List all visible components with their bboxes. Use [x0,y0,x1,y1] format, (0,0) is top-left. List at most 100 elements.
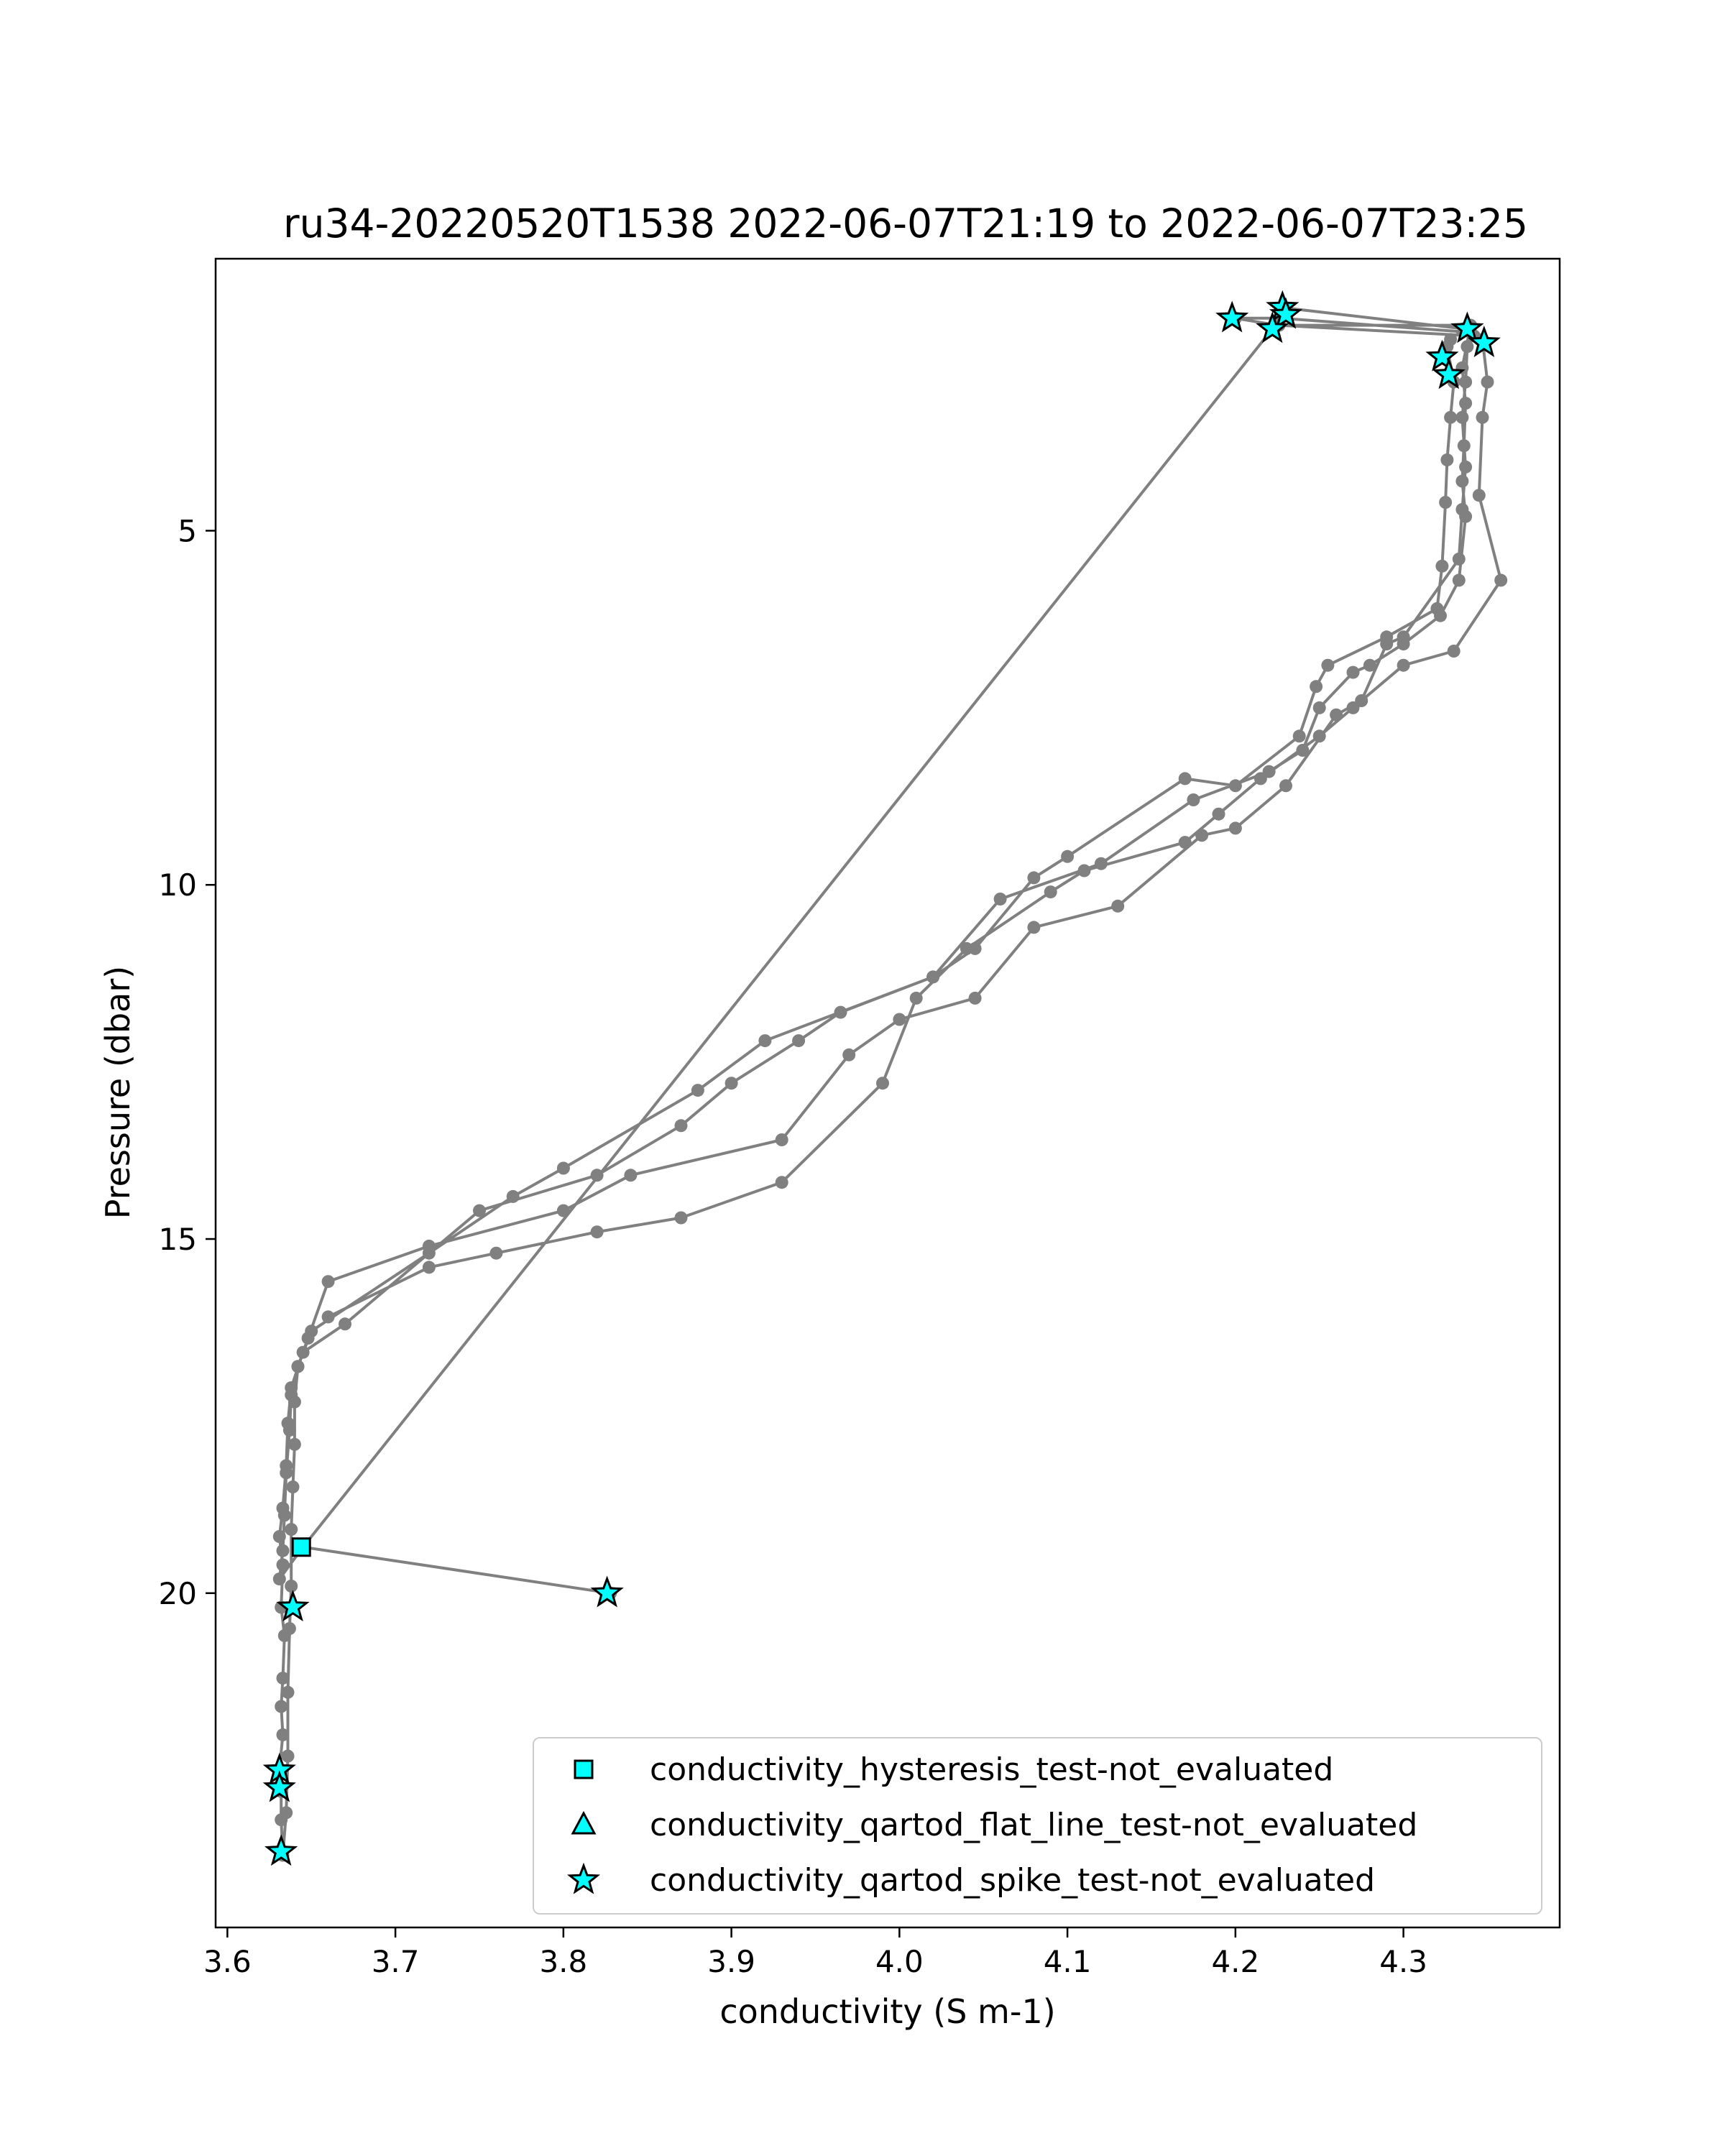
profile-point [834,1005,847,1019]
profile-point [556,1204,570,1217]
profile-point [280,1466,293,1480]
y-tick-label: 15 [159,1222,197,1257]
profile-point [272,1572,286,1586]
profile-point [276,1728,290,1741]
spike-flag-marker [262,1770,296,1802]
spike-flag-marker [1215,300,1249,333]
profile-point [286,1480,300,1493]
profile-point [968,991,982,1005]
legend-label: conductivity_qartod_spike_test-not_evalu… [650,1862,1375,1899]
profile-point [1481,375,1494,389]
profile-point [285,1388,298,1401]
y-tick-label: 5 [178,513,197,548]
x-tick-label: 4.2 [1211,1944,1259,1979]
chart-title: ru34-20220520T1538 2022-06-07T21:19 to 2… [283,201,1528,247]
profile-point [1452,573,1466,587]
profile-point [1459,375,1473,389]
profile-point [277,1508,291,1522]
profile-point [281,1749,295,1763]
y-tick-label: 10 [159,867,197,903]
legend-label: conductivity_qartod_flat_line_test-not_e… [650,1807,1417,1843]
profile-point [876,1077,889,1090]
profile-point [1178,772,1192,786]
profile-point [1476,410,1489,424]
profile-point [285,1523,298,1537]
profile-point [1330,708,1343,722]
profile-point [1346,665,1360,679]
spike-flag-marker [590,1575,624,1608]
y-axis-label: Pressure (dbar) [98,966,137,1219]
legend-box [533,1737,1542,1915]
profile-point [1292,729,1306,743]
hysteresis-flag-marker [291,1537,311,1557]
profile-point [1228,821,1242,835]
legend: conductivity_hysteresis_test-not_evaluat… [533,1737,1542,1915]
profile-point [1296,744,1310,757]
profile-point [1310,680,1323,694]
profile-point [1363,658,1376,672]
profile-point [272,1530,286,1543]
profile-point [1187,793,1200,806]
x-axis: 3.6 3.7 3.8 3.9 4.0 4.1 4.2 4.3 [203,1927,1427,1979]
spike-flag-marker [1467,325,1501,357]
profile-point [1397,658,1410,672]
profile-point [1460,340,1474,354]
profile-point [1455,474,1469,488]
x-tick-label: 3.9 [707,1944,755,1979]
spike-flag-marker [264,1834,298,1866]
profile-point [556,1161,570,1175]
profile-point [842,1048,856,1061]
profile-point [1346,701,1360,714]
profile-point [276,1544,290,1557]
profile-point [674,1211,688,1225]
legend-star-icon [566,1862,601,1894]
profile-point [1094,857,1108,870]
profile-point [275,1700,288,1713]
x-axis-label: conductivity (S m-1) [719,1992,1055,2031]
profile-point [1027,871,1041,885]
profile-point [1178,836,1192,849]
profile-point [758,1034,772,1048]
profile-point [1459,397,1473,410]
spike-flag-marker [1256,311,1289,344]
spike-flag-marker [276,1590,310,1622]
profile-point [291,1360,305,1373]
profile-point [506,1189,520,1203]
profile-point [1111,899,1125,913]
profile-point [1397,637,1410,651]
profile-point [1321,658,1335,672]
profile-point [285,1580,298,1593]
profile-point [624,1169,638,1182]
profile-point [1447,645,1460,658]
profile-point [775,1176,788,1189]
x-tick-label: 3.7 [372,1944,420,1979]
profile-point [281,1685,295,1699]
profile-point [1279,779,1292,793]
profile-point [321,1275,335,1289]
profile-point [993,893,1007,906]
profile-point [1459,460,1473,474]
profile-point [1440,453,1454,466]
profile-line [277,306,1503,1857]
profile-point [1212,807,1225,821]
profile-point [893,1013,906,1026]
profile-point [288,1437,301,1451]
spike-flag-marker [1432,357,1466,390]
profile-point [276,1672,290,1685]
profile-point [1077,864,1091,877]
profile-point [1455,410,1469,424]
profile-point [1435,559,1449,573]
profile-point [1434,609,1447,622]
profile-point [1195,829,1209,842]
profile-point [775,1133,788,1146]
profile-point [276,1558,290,1572]
legend-triangle-icon [571,1810,597,1835]
profile-point [674,1119,688,1133]
profile-point [1312,729,1326,743]
y-tick-label: 20 [159,1576,197,1611]
profile-point [960,941,973,955]
profile-point [1228,779,1242,793]
x-tick-label: 3.6 [203,1944,252,1979]
profile-point [926,970,940,984]
